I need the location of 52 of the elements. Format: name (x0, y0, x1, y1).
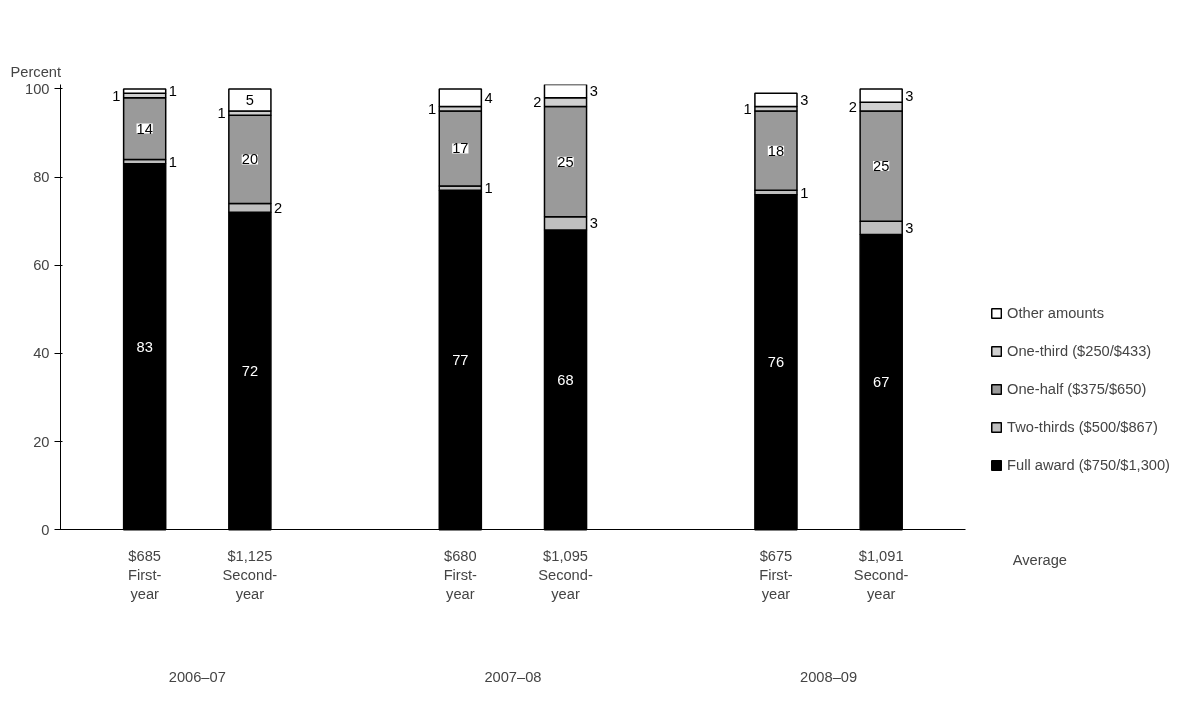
data-label: 25 (873, 158, 890, 175)
data-label: 5 (245, 91, 254, 108)
text: 2007–08 (484, 668, 542, 685)
legend-label: Two-thirds ($500/$867) (1007, 419, 1158, 435)
data-label: 76 (767, 354, 785, 371)
data-label: 1 (484, 180, 493, 197)
y-tick-label: 80 (33, 169, 50, 186)
data-label: 1 (427, 100, 437, 117)
data-label: 77 (452, 352, 469, 369)
data-label: 1 (800, 184, 809, 201)
x-tick-label: $1,125 Second-year (222, 547, 278, 603)
data-label: 3 (589, 83, 598, 100)
data-label: 1 (743, 100, 752, 117)
data-label: 3 (905, 219, 914, 236)
text: 2008–09 (800, 668, 858, 685)
data-label: 1 (168, 83, 178, 100)
data-label: 20 (241, 151, 259, 168)
x-tick-label: $675 First-year (759, 547, 793, 603)
data-label: 3 (905, 87, 914, 104)
data-label: 3 (589, 215, 598, 232)
data-label: 2 (848, 98, 857, 115)
data-label: 2 (274, 199, 283, 216)
y-tick-label: 60 (33, 257, 50, 274)
x-tick-label: $1,095 Second-year (538, 547, 593, 603)
data-label: 83 (136, 338, 153, 355)
y-tick-label: 100 (25, 80, 50, 97)
y-tick-label: 40 (33, 345, 50, 362)
x-tick-label: $680 First-year (443, 547, 478, 603)
data-label: 17 (452, 140, 469, 157)
data-label: 25 (557, 153, 574, 170)
data-label: 72 (241, 363, 259, 380)
data-label: 1 (168, 153, 178, 170)
y-tick-label: 0 (41, 521, 50, 538)
data-label: 18 (767, 142, 785, 159)
y-axis-title: Percent (10, 63, 62, 80)
data-label: 4 (484, 89, 493, 106)
data-label: 2 (533, 94, 542, 111)
data-label: 3 (800, 91, 809, 108)
x-tick-label: $1,091 Second-year (853, 547, 909, 603)
x-tick-label: $685 First-year (127, 547, 162, 603)
data-label: 67 (873, 374, 890, 391)
data-label: 1 (112, 87, 121, 104)
data-label: 14 (136, 120, 153, 137)
data-label: 1 (217, 105, 226, 122)
text: Average (1012, 552, 1068, 569)
legend-label: One-half ($375/$650) (1007, 381, 1147, 397)
legend-label: Other amounts (1007, 305, 1105, 321)
text: 2006–07 (168, 668, 226, 685)
data-label: 68 (557, 371, 574, 388)
legend-label: One-third ($250/$433) (1007, 343, 1152, 359)
y-tick-label: 20 (33, 433, 50, 450)
legend-label: Full award ($750/$1,300) (1007, 457, 1170, 473)
